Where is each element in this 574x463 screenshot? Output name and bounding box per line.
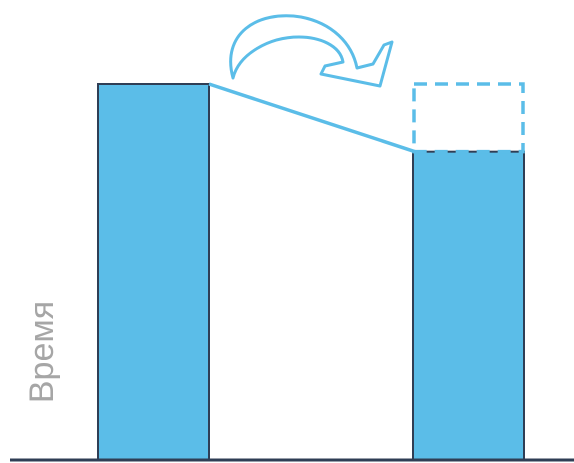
bar-2	[412, 150, 525, 461]
bar-1	[97, 83, 210, 461]
reduction-slope-line	[208, 82, 416, 154]
y-axis-label: Время	[23, 301, 61, 403]
bars-group	[97, 14, 525, 461]
curved-arrow-icon	[229, 14, 394, 88]
ghost-bar-outline	[412, 82, 525, 154]
